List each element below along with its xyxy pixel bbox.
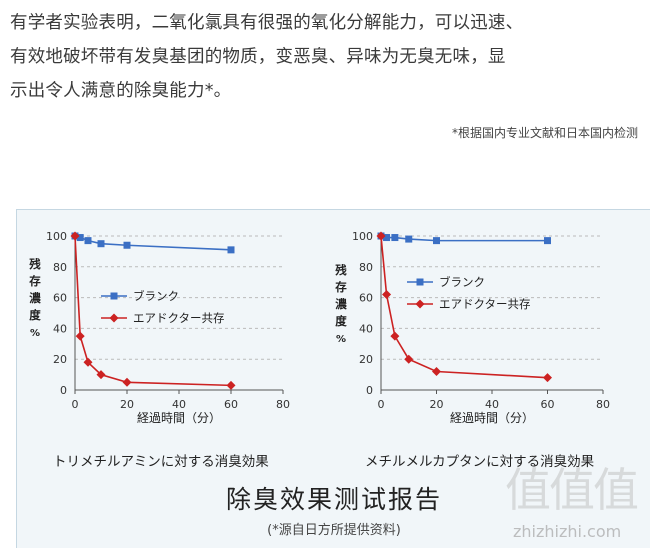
x-tick-label: 60 — [224, 398, 238, 411]
y-tick-label: 60 — [53, 292, 67, 305]
watermark-url: zhizhizhi.com — [513, 522, 622, 541]
chart-title-trimethylamine: トリメチルアミンに対する消臭効果 — [53, 454, 269, 470]
data-point — [123, 241, 131, 249]
data-point — [83, 357, 93, 367]
y-axis-label: % — [30, 328, 40, 339]
y-axis-label: 存 — [29, 274, 41, 288]
data-point — [84, 237, 92, 245]
data-point — [383, 234, 391, 242]
x-tick-label: 80 — [596, 398, 610, 411]
y-tick-label: 20 — [359, 353, 373, 366]
legend-label: ブランク — [133, 289, 179, 303]
y-axis-label: 度 — [335, 314, 347, 328]
data-point — [544, 237, 551, 245]
intro-line: 示出令人满意的除臭能力*。 — [10, 81, 232, 101]
legend-marker — [110, 292, 118, 300]
series-line — [380, 235, 548, 379]
data-point — [70, 231, 80, 241]
x-tick-label: 20 — [120, 398, 134, 411]
legend-label: エアドクター共存 — [133, 311, 225, 325]
legend-label: エアドクター共存 — [439, 297, 531, 311]
legend-marker — [416, 278, 424, 286]
source-footnote: *根据国内专业文献和日本国内检测 — [451, 126, 638, 140]
x-tick-label: 0 — [72, 398, 79, 411]
data-point — [227, 246, 235, 254]
data-point — [75, 331, 85, 341]
legend-marker — [109, 313, 119, 323]
y-tick-label: 40 — [359, 322, 373, 335]
x-tick-label: 60 — [541, 398, 555, 411]
data-point — [432, 367, 441, 377]
intro-line: 有效地破坏带有发臭基团的物质，变恶臭、异味为无臭无味，显 — [10, 47, 506, 67]
intro-paragraph: 有学者实验表明，二氧化氯具有很强的氧化分解能力，可以迅速、 有效地破坏带有发臭基… — [10, 6, 642, 108]
data-point — [376, 231, 386, 241]
x-tick-label: 80 — [276, 398, 290, 411]
watermark-logo: 值值值 — [505, 463, 639, 517]
y-axis-label: 残 — [335, 263, 347, 277]
data-point — [382, 290, 392, 300]
y-tick-label: 100 — [352, 230, 373, 243]
y-tick-label: 100 — [46, 230, 67, 243]
deodorization-test-figure: 0 20 40 60 80 100 0 20 40 60 80 経過時間（分）残存濃度% ブランク エアド… — [16, 209, 650, 548]
y-tick-label: 60 — [359, 292, 373, 305]
x-tick-label: 40 — [172, 398, 186, 411]
series-line — [74, 235, 232, 387]
y-tick-label: 80 — [359, 261, 373, 274]
y-axis-label: 残 — [29, 257, 41, 271]
y-axis-label: 存 — [335, 280, 347, 294]
data-point — [433, 237, 440, 245]
data-point — [226, 380, 236, 390]
data-point — [96, 370, 106, 380]
intro-line: 有学者实验表明，二氧化氯具有很强的氧化分解能力，可以迅速、 — [10, 13, 524, 33]
data-point — [404, 354, 414, 364]
data-point — [122, 377, 132, 387]
y-tick-label: 40 — [53, 322, 67, 335]
legend-label: ブランク — [439, 275, 485, 289]
legend-marker — [415, 299, 425, 309]
x-tick-label: 20 — [430, 398, 444, 411]
data-point — [391, 234, 399, 242]
data-point — [405, 235, 413, 243]
y-axis-label: 濃 — [335, 297, 347, 311]
report-title: 除臭效果测试报告 — [225, 485, 442, 514]
y-tick-label: 20 — [53, 353, 67, 366]
y-tick-label: 80 — [53, 261, 67, 274]
data-point — [390, 331, 400, 341]
x-tick-label: 0 — [378, 398, 385, 411]
y-axis-label: 濃 — [29, 291, 41, 305]
y-axis-label: % — [336, 334, 346, 345]
report-source-note: (*源自日方所提供资料) — [267, 523, 401, 538]
data-point — [97, 240, 105, 248]
x-tick-label: 40 — [485, 398, 499, 411]
x-axis-label: 経過時間（分） — [450, 411, 534, 425]
y-tick-label: 0 — [60, 384, 67, 397]
y-tick-label: 0 — [366, 384, 373, 397]
chart-title-methyl-mercaptan: メチルメルカプタンに対する消臭効果 — [365, 454, 595, 470]
x-axis-label: 経過時間（分） — [137, 411, 221, 425]
data-point — [76, 234, 84, 242]
data-point — [543, 373, 552, 383]
y-axis-label: 度 — [29, 308, 41, 322]
